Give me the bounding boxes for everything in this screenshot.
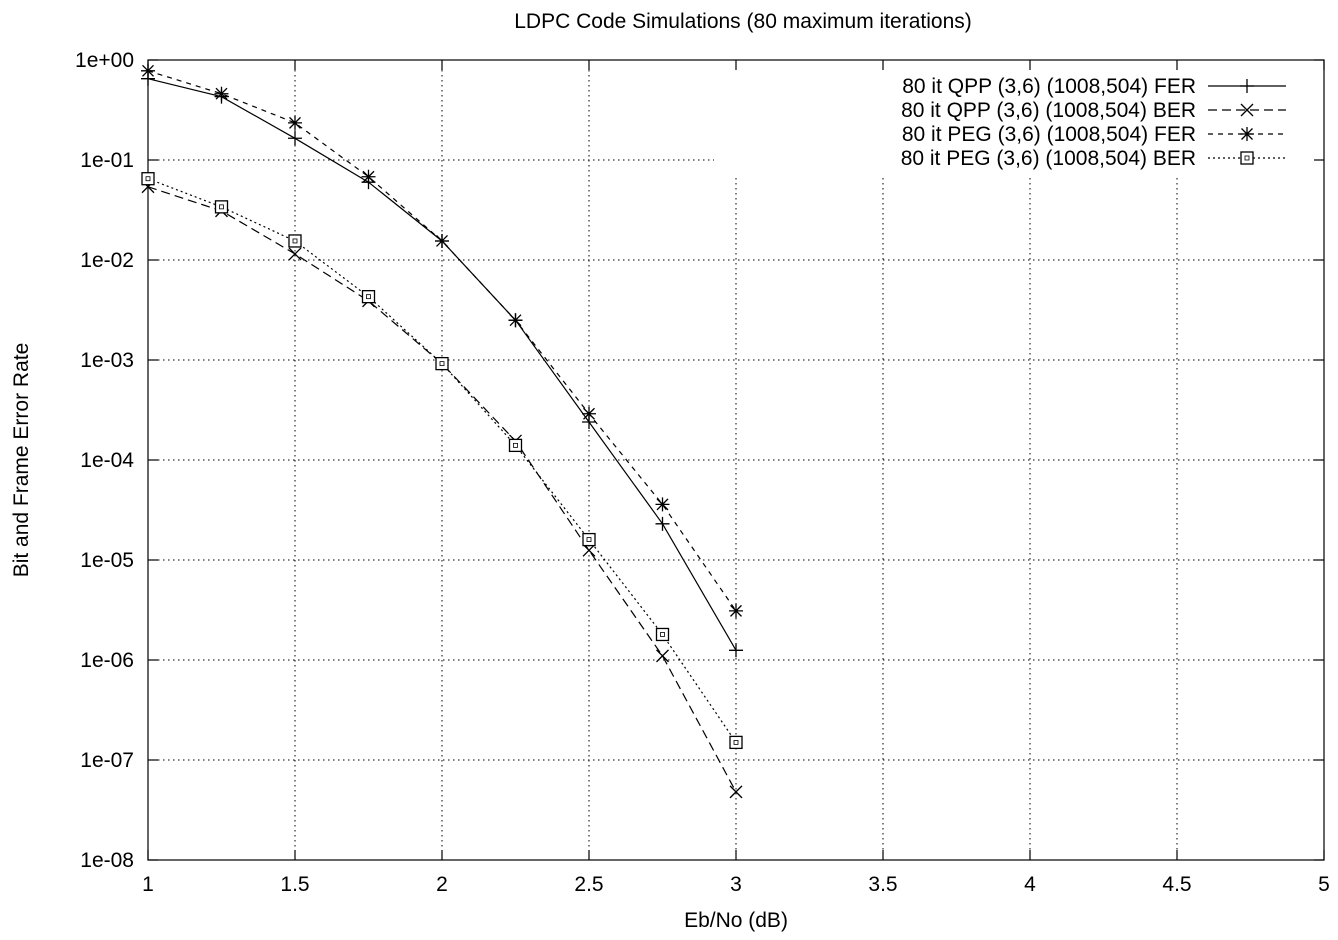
x-tick-label: 1.5: [280, 873, 309, 896]
square-marker-inner: [439, 361, 445, 367]
square-marker-inner: [219, 204, 224, 210]
series-lines: [141, 63, 743, 799]
legend-label: 80 it PEG (3,6) (1008,504) FER: [902, 123, 1196, 146]
x-axis-title: Eb/No (dB): [684, 909, 788, 932]
square-marker: [214, 200, 229, 214]
star-marker: [435, 233, 449, 248]
cross-marker: [1240, 103, 1254, 117]
x-tick-label: 4: [1024, 873, 1036, 896]
cross-marker: [288, 247, 302, 261]
legend-label: 80 it QPP (3,6) (1008,504) FER: [902, 75, 1196, 98]
star-marker: [288, 115, 302, 130]
plus-marker: [729, 643, 743, 658]
x-tick-label: 2.5: [574, 873, 603, 896]
y-tick-label: 1e-01: [80, 149, 134, 172]
square-marker-inner: [1244, 155, 1250, 161]
cross-marker: [656, 649, 669, 663]
star-marker: [508, 313, 523, 328]
series-4: [141, 172, 743, 750]
y-tick-label: 1e-07: [80, 749, 134, 772]
star-marker: [361, 169, 376, 184]
square-marker-inner: [292, 238, 298, 244]
star-marker: [582, 406, 596, 421]
square-marker-inner: [145, 176, 151, 182]
y-tick-label: 1e-03: [80, 349, 134, 372]
chart-title: LDPC Code Simulations (80 maximum iterat…: [514, 10, 972, 33]
x-tick-label: 3.5: [868, 873, 897, 896]
cross-marker: [729, 785, 743, 799]
axis-ticks: 1 1.5 2 2.5 3 3.5 4 4.5 5 1e+00 1e-01 1e-02 1e-03 1e-…: [75, 49, 1330, 896]
star-marker: [214, 86, 229, 101]
star-marker: [655, 497, 670, 512]
x-tick-label: 1: [142, 873, 154, 896]
series-3: [141, 63, 743, 618]
plus-marker: [1240, 79, 1254, 93]
square-marker: [435, 356, 449, 371]
legend-label: 80 it QPP (3,6) (1008,504) BER: [901, 99, 1196, 122]
grid-lines: [148, 60, 1324, 860]
star-marker: [141, 63, 155, 78]
star-marker: [1240, 127, 1254, 141]
square-marker-inner: [660, 632, 665, 637]
square-marker-inner: [733, 739, 739, 745]
y-axis-title: Bit and Frame Error Rate: [10, 343, 33, 578]
plus-marker: [288, 131, 302, 146]
square-marker: [141, 172, 155, 186]
square-marker: [508, 438, 523, 453]
x-tick-label: 2: [436, 873, 448, 896]
y-tick-label: 1e-06: [80, 649, 134, 672]
y-tick-label: 1e-04: [80, 449, 134, 472]
square-marker: [582, 532, 596, 547]
square-marker-inner: [513, 442, 518, 448]
square-marker-inner: [586, 537, 592, 542]
square-marker: [288, 234, 302, 248]
square-marker: [361, 290, 376, 304]
y-tick-label: 1e+00: [75, 49, 134, 72]
y-tick-label: 1e-08: [80, 849, 134, 872]
plus-marker: [655, 516, 670, 531]
x-tick-label: 3: [730, 873, 742, 896]
y-tick-label: 1e-02: [80, 249, 134, 272]
cross-marker: [582, 543, 596, 557]
square-marker: [655, 627, 670, 642]
star-marker: [729, 603, 743, 618]
x-tick-label: 5: [1318, 873, 1330, 896]
square-marker: [1240, 151, 1254, 165]
x-tick-label: 4.5: [1162, 873, 1191, 896]
square-marker-inner: [366, 294, 371, 300]
series-line: [147, 186, 737, 793]
square-marker: [729, 735, 743, 750]
y-tick-label: 1e-05: [80, 549, 134, 572]
legend-label: 80 it PEG (3,6) (1008,504) BER: [901, 147, 1196, 170]
